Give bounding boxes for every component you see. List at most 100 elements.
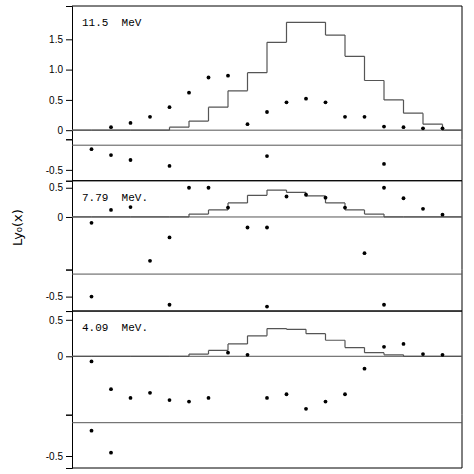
zero-line: [72, 130, 462, 131]
hist-step: [150, 356, 170, 357]
scatter-point: [285, 392, 289, 396]
y-tick: 1.5: [49, 34, 72, 45]
y-axis: -0.5: [46, 140, 73, 181]
hist-step: [443, 216, 463, 217]
hist-connector: [305, 329, 306, 333]
chart-root: 00.51.01.511.5 MeVLy₀(x)-0.500.57.79 MeV…: [0, 0, 474, 474]
hist-step: [228, 90, 248, 91]
frame-line: [72, 468, 462, 469]
frame-line: [72, 6, 462, 7]
histogram: [72, 190, 462, 217]
panel: -0.5: [46, 270, 462, 312]
hist-step: [267, 189, 287, 190]
y-tick-mark: [66, 39, 72, 40]
scatter-point: [265, 110, 269, 114]
y-tick-mark: [66, 320, 72, 321]
hist-connector: [286, 190, 287, 192]
y-tick-mark: [66, 188, 72, 189]
y-tick: 0.5: [49, 314, 72, 325]
hist-step: [72, 130, 92, 131]
hist-connector: [383, 81, 384, 100]
scatter-point: [382, 345, 386, 349]
hist-step: [228, 202, 248, 203]
frame-line: [462, 270, 463, 311]
hist-step: [248, 195, 268, 196]
y-tick: -0.5: [46, 451, 72, 462]
hist-connector: [188, 121, 189, 127]
hist-step: [111, 356, 131, 357]
hist-step: [131, 130, 151, 131]
panel: -0.5: [46, 415, 462, 469]
scatter-point: [109, 451, 113, 455]
hist-connector: [247, 195, 248, 203]
scatter-point: [246, 226, 250, 230]
scatter-point: [324, 196, 328, 200]
scatter-point: [168, 236, 172, 240]
panel: 00.54.09 MeV.: [49, 311, 462, 415]
scatter-point: [441, 126, 445, 130]
y-tick-mark: [66, 456, 72, 457]
y-tick: 0.5: [49, 95, 72, 106]
scatter-point: [421, 207, 425, 211]
y-tick-label: 0: [57, 212, 63, 223]
hist-connector: [208, 107, 209, 121]
hist-step: [72, 356, 92, 357]
hist-step: [287, 329, 307, 330]
y-axis: -0.5: [46, 415, 73, 468]
hist-step: [92, 130, 112, 131]
scatter-series: [90, 342, 445, 411]
scatter-point: [246, 122, 250, 126]
hist-step: [131, 356, 151, 357]
y-axis-line: [66, 7, 73, 140]
hist-connector: [325, 22, 326, 35]
hist-connector: [208, 350, 209, 354]
frame-line: [72, 311, 462, 312]
zero-line: [72, 356, 462, 357]
y-axis: -0.5: [46, 270, 73, 311]
y-axis: 00.51.01.5: [49, 7, 72, 140]
hist-step: [209, 107, 229, 108]
plot-area: [72, 423, 462, 455]
panel-label: 4.09 MeV.: [82, 322, 148, 334]
y-tick: 0.5: [49, 182, 72, 193]
hist-step: [306, 195, 326, 196]
scatter-point: [148, 391, 152, 395]
scatter-point: [363, 115, 367, 119]
hist-step: [189, 213, 209, 214]
hist-step: [111, 216, 131, 217]
scatter-point: [265, 154, 269, 158]
scatter-point: [343, 206, 347, 210]
y-tick-label: -0.5: [46, 451, 64, 462]
scatter-point: [129, 205, 133, 209]
hist-connector: [266, 42, 267, 72]
hist-step: [248, 335, 268, 336]
hist-connector: [266, 190, 267, 195]
y-axis-line: [66, 415, 73, 468]
panel-label: 7.79 MeV.: [82, 192, 148, 204]
y-tick-label: -0.5: [46, 165, 64, 176]
hist-connector: [169, 127, 170, 130]
scatter-point: [343, 392, 347, 396]
scatter-point: [304, 193, 308, 197]
y-tick-label: 0.5: [49, 314, 63, 325]
y-tick: -0.5: [46, 165, 72, 176]
y-tick-mark: [66, 130, 72, 131]
hist-connector: [227, 344, 228, 351]
hist-step: [170, 356, 190, 357]
scatter-point: [285, 195, 289, 199]
y-tick-label: 0.5: [49, 182, 63, 193]
scatter-series: [90, 429, 113, 455]
hist-step: [131, 216, 151, 217]
scatter-point: [304, 97, 308, 101]
scatter-point: [402, 342, 406, 346]
y-tick-label: 1.5: [49, 34, 63, 45]
hist-step: [287, 192, 307, 193]
frame-line: [72, 311, 462, 312]
hist-connector: [286, 328, 287, 330]
hist-step: [404, 356, 424, 357]
y-axis-line: [66, 312, 73, 416]
scatter-series: [109, 74, 444, 131]
scatter-point: [265, 305, 269, 309]
scatter-point: [226, 206, 230, 210]
hist-step: [209, 209, 229, 210]
